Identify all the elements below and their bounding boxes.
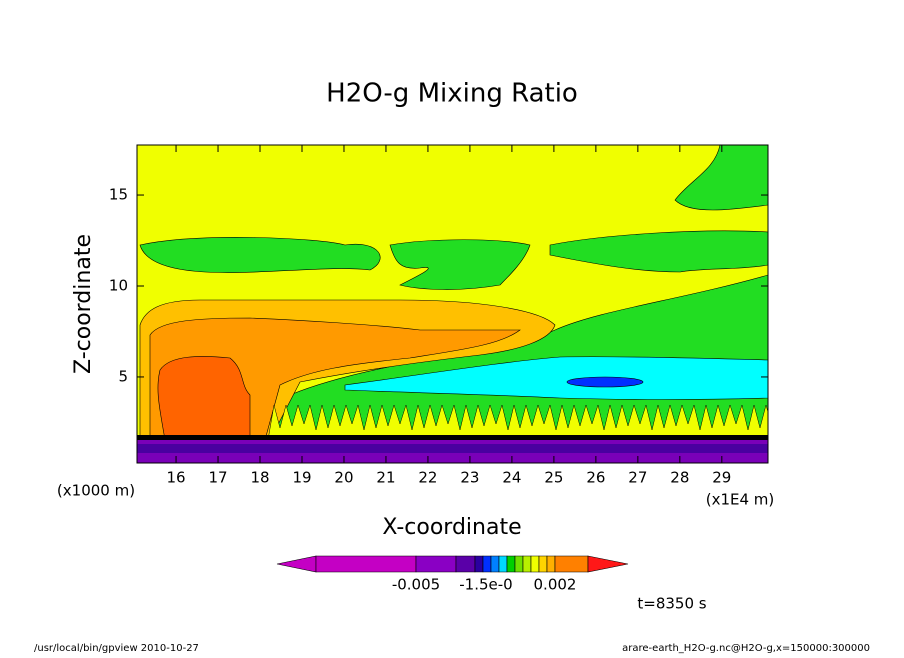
y-unit-label: (x1000 m) (57, 482, 135, 500)
colorbar-segment (530, 555, 540, 573)
colorbar-tick-label: 0.002 (534, 576, 577, 594)
y-axis-title: Z-coordinate (71, 234, 96, 374)
colorbar-segment (554, 555, 589, 573)
x-tick-label: 18 (250, 469, 269, 487)
y-tick-label: 15 (109, 186, 128, 204)
x-tick-label: 22 (418, 469, 437, 487)
footer-left: /usr/local/bin/gpview 2010-10-27 (34, 643, 199, 654)
y-tick-label: 10 (109, 276, 128, 294)
colorbar-segment (474, 555, 484, 573)
x-tick-label: 28 (670, 469, 689, 487)
colorbar-segment (514, 555, 524, 573)
x-tick-label: 26 (586, 469, 605, 487)
chart-title: H2O-g Mixing Ratio (326, 79, 578, 109)
x-tick-label: 29 (712, 469, 731, 487)
x-tick-label: 21 (376, 469, 395, 487)
x-tick-label: 25 (544, 469, 563, 487)
colorbar-segment (315, 555, 417, 573)
contour-line (137, 435, 768, 440)
contour-region (674, 145, 768, 211)
plot-frame (136, 144, 769, 464)
time-label: t=8350 s (637, 595, 706, 613)
colorbar-segment (415, 555, 457, 573)
x-tick-label: 20 (334, 469, 353, 487)
y-tick-label: 5 (118, 367, 128, 385)
colorbar-tick-label: -1.5e-0 (459, 576, 512, 594)
x-tick-label: 19 (292, 469, 311, 487)
colorbar-segment (455, 555, 476, 573)
x-tick-label: 27 (628, 469, 647, 487)
contour-region (549, 230, 768, 273)
colorbar-segment (538, 555, 548, 573)
contour-region (344, 356, 768, 400)
colorbar-segment (498, 555, 508, 573)
x-tick-label: 16 (166, 469, 185, 487)
x-tick-label: 17 (208, 469, 227, 487)
colorbar-segment (490, 555, 500, 573)
contour-region (157, 356, 251, 441)
colorbar-segment (276, 555, 317, 573)
contour-region (139, 237, 381, 273)
x-unit-label: (x1E4 m) (706, 491, 775, 509)
contour-region (566, 376, 644, 388)
contour-region (137, 444, 768, 453)
colorbar-segment (546, 555, 556, 573)
colorbar-segment (482, 555, 492, 573)
colorbar-tick-label: -0.005 (392, 576, 440, 594)
contour-region (389, 239, 531, 290)
colorbar-segment (587, 555, 629, 573)
colorbar-segment (522, 555, 532, 573)
x-axis-title: X-coordinate (382, 515, 521, 540)
colorbar-segment (506, 555, 516, 573)
contour-field (137, 145, 768, 463)
x-tick-label: 24 (502, 469, 521, 487)
x-tick-label: 23 (460, 469, 479, 487)
contour-region (267, 404, 768, 441)
footer-right: arare-earth_H2O-g.nc@H2O-g,x=150000:3000… (622, 643, 870, 654)
